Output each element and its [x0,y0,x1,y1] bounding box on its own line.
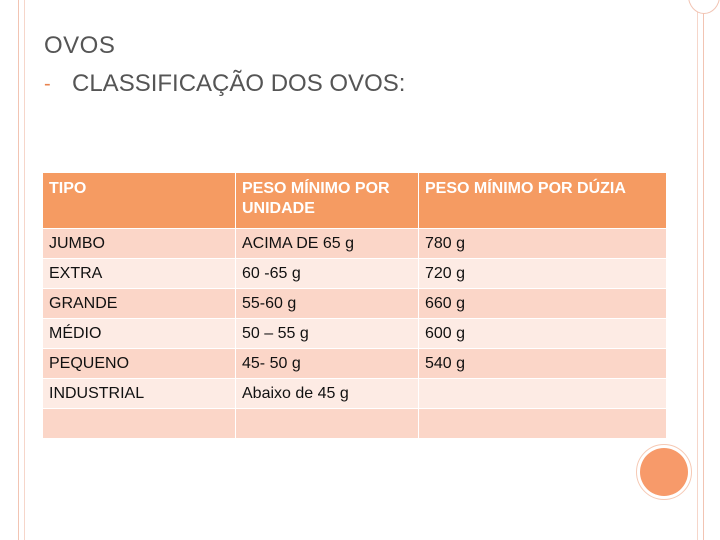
cell-peso-duzia: 540 g [418,348,667,379]
table-row: EXTRA 60 -65 g 720 g [42,258,667,289]
cell-tipo: GRANDE [42,288,236,319]
slide-subtitle: CLASSIFICAÇÃO DOS OVOS: [72,70,406,97]
slide-frame-inner [24,0,698,540]
slide-title: OVOS [44,32,116,59]
table-row: MÉDIO 50 – 55 g 600 g [42,318,667,349]
table-row [42,408,667,439]
cell-peso-unidade: 60 -65 g [235,258,419,289]
table-row: PEQUENO 45- 50 g 540 g [42,348,667,379]
cell-tipo: JUMBO [42,228,236,259]
table-header-row: TIPO PESO MÍNIMO POR UNIDADE PESO MÍNIMO… [42,172,667,229]
cell-peso-duzia [418,378,667,409]
cell-peso-unidade: 55-60 g [235,288,419,319]
cell-tipo: PEQUENO [42,348,236,379]
header-peso-duzia: PESO MÍNIMO POR DÚZIA [418,172,667,229]
header-tipo: TIPO [42,172,236,229]
cell-peso-duzia: 660 g [418,288,667,319]
cell-tipo: INDUSTRIAL [42,378,236,409]
table-row: GRANDE 55-60 g 660 g [42,288,667,319]
cell-peso-unidade [235,408,419,439]
bullet-marker: - [44,72,51,95]
cell-tipo [42,408,236,439]
cell-peso-duzia: 600 g [418,318,667,349]
cell-peso-unidade: 50 – 55 g [235,318,419,349]
subtitle-row: - CLASSIFICAÇÃO DOS OVOS: [44,70,405,98]
egg-classification-table: TIPO PESO MÍNIMO POR UNIDADE PESO MÍNIMO… [42,172,667,439]
cell-peso-unidade: ACIMA DE 65 g [235,228,419,259]
table-row: JUMBO ACIMA DE 65 g 780 g [42,228,667,259]
cell-peso-duzia: 720 g [418,258,667,289]
cell-peso-unidade: 45- 50 g [235,348,419,379]
decorative-circle-bottom [640,448,688,496]
table-row: INDUSTRIAL Abaixo de 45 g [42,378,667,409]
cell-tipo: EXTRA [42,258,236,289]
decorative-circle-ring [636,444,692,500]
cell-peso-duzia [418,408,667,439]
cell-peso-duzia: 780 g [418,228,667,259]
slide-frame-outer [18,0,704,540]
cell-tipo: MÉDIO [42,318,236,349]
cell-peso-unidade: Abaixo de 45 g [235,378,419,409]
header-peso-unidade: PESO MÍNIMO POR UNIDADE [235,172,419,229]
